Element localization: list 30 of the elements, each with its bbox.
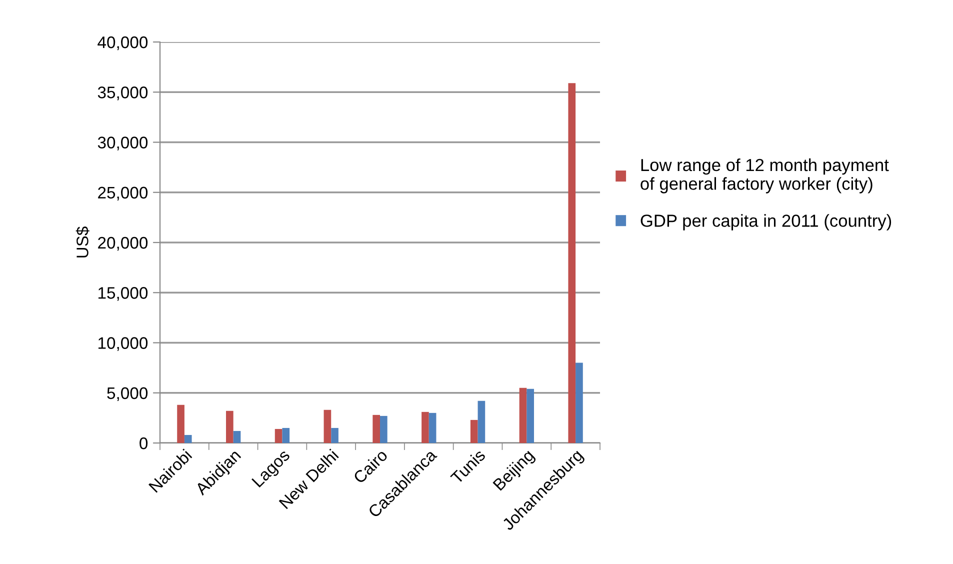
bar bbox=[428, 412, 436, 443]
y-tick-label: 40,000 bbox=[98, 36, 148, 50]
bar bbox=[331, 428, 338, 443]
y-tick-label: 10,000 bbox=[98, 337, 148, 351]
y-tick-label: 15,000 bbox=[98, 287, 148, 301]
legend-label: Low range of 12 month payment of general factory worker (city) bbox=[640, 158, 889, 194]
y-tick-label: 5,000 bbox=[107, 387, 148, 402]
bar bbox=[184, 434, 192, 443]
bar bbox=[324, 410, 332, 443]
y-tick-label: 25,000 bbox=[98, 186, 148, 201]
y-tick-label: 0 bbox=[140, 437, 148, 450]
bar bbox=[226, 410, 234, 443]
bar bbox=[233, 430, 241, 443]
bar bbox=[422, 412, 429, 443]
bar bbox=[519, 388, 527, 443]
bar bbox=[177, 404, 184, 443]
legend-label: GDP per capita in 2011 (country) bbox=[640, 214, 892, 230]
bar bbox=[470, 420, 478, 443]
bar bbox=[282, 428, 290, 443]
y-axis-title: US$ bbox=[76, 226, 90, 258]
bar bbox=[576, 362, 583, 443]
y-tick-label: 30,000 bbox=[98, 136, 148, 150]
bar bbox=[380, 416, 388, 443]
y-tick-label: 20,000 bbox=[98, 236, 148, 251]
y-tick-label: 35,000 bbox=[98, 86, 148, 100]
bar bbox=[568, 83, 576, 443]
bar bbox=[274, 428, 282, 443]
bar bbox=[372, 414, 380, 443]
bar bbox=[478, 400, 486, 443]
bar bbox=[526, 388, 534, 443]
